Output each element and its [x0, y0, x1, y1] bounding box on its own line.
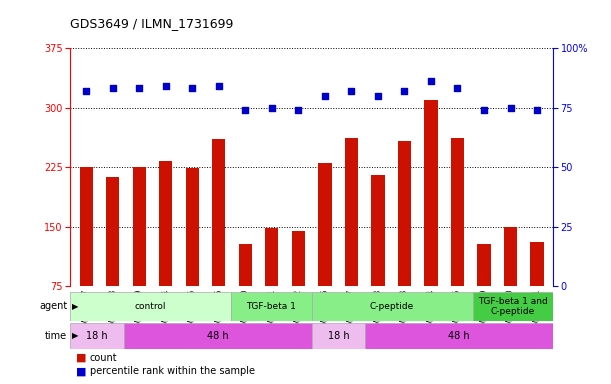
Bar: [265, 228, 279, 286]
Text: C-peptide: C-peptide: [370, 302, 414, 311]
Bar: [133, 167, 146, 286]
Point: [161, 83, 170, 89]
Bar: [365, 323, 553, 349]
Text: 18 h: 18 h: [86, 331, 108, 341]
Bar: [504, 227, 517, 286]
Point: [188, 85, 197, 91]
Point: [479, 107, 489, 113]
Point: [400, 88, 409, 94]
Point: [373, 93, 383, 99]
Point: [506, 104, 516, 111]
Text: TGF-beta 1 and
C-peptide: TGF-beta 1 and C-peptide: [478, 296, 547, 316]
Bar: [70, 323, 124, 349]
Text: time: time: [45, 331, 67, 341]
Bar: [70, 292, 231, 321]
Text: 48 h: 48 h: [207, 331, 229, 341]
Bar: [398, 141, 411, 286]
Bar: [124, 323, 312, 349]
Text: ▶: ▶: [71, 302, 78, 311]
Bar: [451, 138, 464, 286]
Bar: [530, 242, 544, 286]
Point: [426, 78, 436, 84]
Bar: [239, 244, 252, 286]
Bar: [312, 323, 365, 349]
Text: 18 h: 18 h: [327, 331, 349, 341]
Point: [108, 85, 117, 91]
Bar: [472, 292, 553, 321]
Text: ▶: ▶: [71, 331, 78, 341]
Bar: [424, 99, 437, 286]
Bar: [371, 175, 384, 286]
Text: percentile rank within the sample: percentile rank within the sample: [90, 366, 255, 376]
Bar: [312, 292, 472, 321]
Point: [134, 85, 144, 91]
Bar: [318, 163, 332, 286]
Text: control: control: [135, 302, 166, 311]
Point: [214, 83, 224, 89]
Text: TGF-beta 1: TGF-beta 1: [246, 302, 296, 311]
Point: [346, 88, 356, 94]
Bar: [79, 167, 93, 286]
Bar: [106, 177, 119, 286]
Bar: [212, 139, 225, 286]
Bar: [477, 244, 491, 286]
Point: [267, 104, 277, 111]
Text: 48 h: 48 h: [448, 331, 470, 341]
Text: GDS3649 / ILMN_1731699: GDS3649 / ILMN_1731699: [70, 17, 233, 30]
Bar: [231, 292, 312, 321]
Point: [453, 85, 463, 91]
Text: ■: ■: [76, 353, 87, 363]
Point: [320, 93, 330, 99]
Bar: [186, 168, 199, 286]
Text: count: count: [90, 353, 117, 363]
Point: [240, 107, 250, 113]
Text: ■: ■: [76, 366, 87, 376]
Point: [532, 107, 542, 113]
Bar: [159, 162, 172, 286]
Bar: [291, 230, 305, 286]
Point: [293, 107, 303, 113]
Point: [81, 88, 91, 94]
Bar: [345, 138, 358, 286]
Text: agent: agent: [39, 301, 67, 311]
